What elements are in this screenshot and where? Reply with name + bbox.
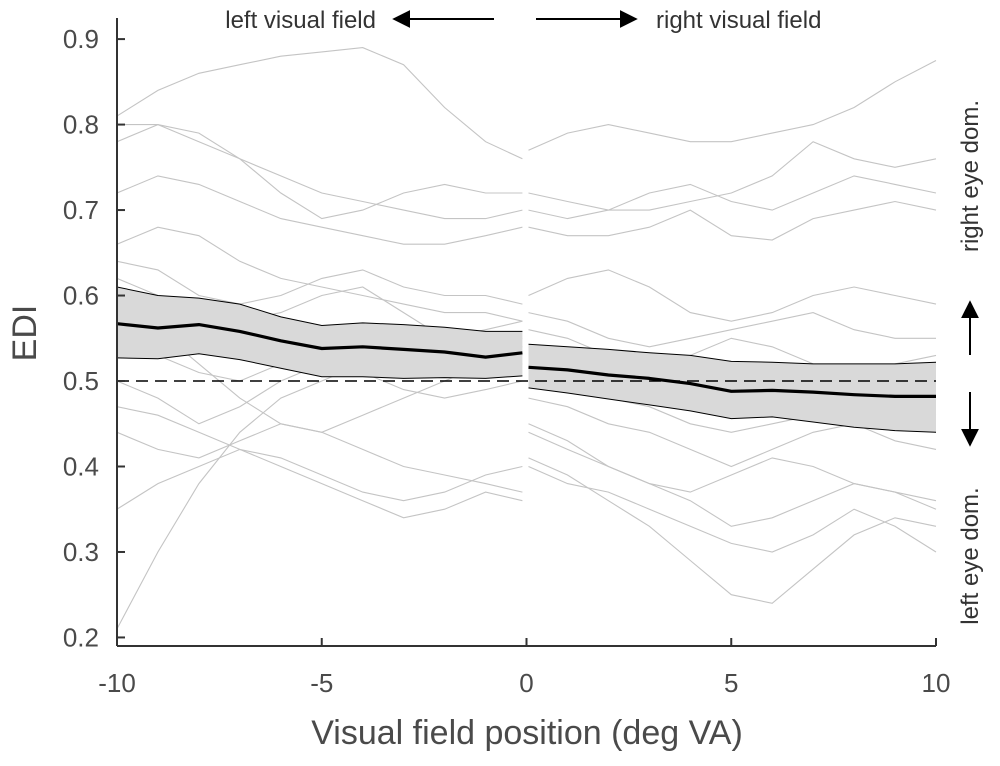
x-axis-title: Visual field position (deg VA) — [311, 714, 743, 752]
subject-line-right-13 — [528, 465, 937, 553]
x-tick-label: -10 — [98, 668, 136, 698]
subject-line-left-2 — [117, 124, 523, 220]
band-upper-edge-right — [528, 343, 937, 365]
band-lower-edge-left — [117, 353, 523, 379]
band-upper-edge-left — [117, 286, 523, 332]
y-tick-label: 0.4 — [63, 451, 99, 481]
subject-line-right-5 — [528, 269, 937, 322]
subject-line-left-1 — [117, 47, 523, 160]
subject-line-right-10 — [528, 397, 937, 468]
x-axis-ticks: -10 -5 0 5 10 — [98, 638, 950, 698]
subject-line-left-12 — [117, 423, 523, 493]
y-tick-label: 0.5 — [63, 366, 99, 396]
x-tick-label: -5 — [310, 668, 333, 698]
confidence-band-left — [117, 287, 523, 379]
left-visual-field-label: left visual field — [225, 7, 376, 34]
subject-line-left-5 — [117, 226, 523, 322]
y-axis-ticks: 0.2 0.3 0.4 0.5 0.6 0.7 0.8 0.9 — [63, 24, 125, 652]
mean-line-left — [117, 322, 523, 359]
subject-line-right-6 — [528, 312, 936, 348]
mean-line — [117, 322, 936, 398]
y-tick-label: 0.7 — [63, 195, 99, 225]
confidence-band — [117, 286, 937, 433]
y-tick-label: 0.8 — [63, 110, 99, 140]
mean-line-right — [528, 365, 936, 398]
y-tick-label: 0.6 — [63, 281, 99, 311]
subject-line-right-4 — [528, 200, 937, 241]
subject-line-right-1 — [528, 60, 937, 151]
right-eye-dominance-label: right eye dom. — [957, 100, 984, 252]
subject-line-right-14 — [528, 431, 937, 502]
y-axis-title: EDI — [6, 305, 44, 362]
subject-line-left-11 — [117, 406, 523, 519]
subject-line-left-13 — [117, 448, 523, 510]
y-tick-label: 0.9 — [63, 24, 99, 54]
x-tick-label: 5 — [724, 668, 738, 698]
x-tick-label: 0 — [519, 668, 533, 698]
band-lower-edge-right — [528, 387, 937, 433]
subject-line-left-4 — [117, 175, 523, 245]
confidence-band-right — [528, 344, 936, 433]
subject-line-right-3 — [528, 175, 937, 220]
x-tick-label: 10 — [922, 668, 951, 698]
y-tick-label: 0.3 — [63, 537, 99, 567]
left-eye-dominance-label: left eye dom. — [957, 487, 984, 624]
subject-line-right-12 — [528, 457, 937, 604]
right-visual-field-label: right visual field — [656, 7, 821, 34]
subject-line-left-14 — [117, 337, 523, 630]
subject-line-right-2 — [528, 141, 937, 211]
subject-line-left-6 — [117, 260, 523, 305]
subject-line-left-3 — [117, 124, 523, 220]
y-tick-label: 0.2 — [63, 622, 99, 652]
